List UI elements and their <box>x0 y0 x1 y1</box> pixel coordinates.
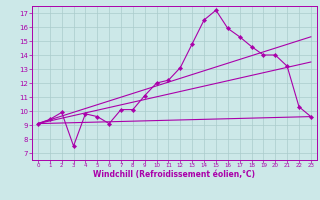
X-axis label: Windchill (Refroidissement éolien,°C): Windchill (Refroidissement éolien,°C) <box>93 170 255 179</box>
